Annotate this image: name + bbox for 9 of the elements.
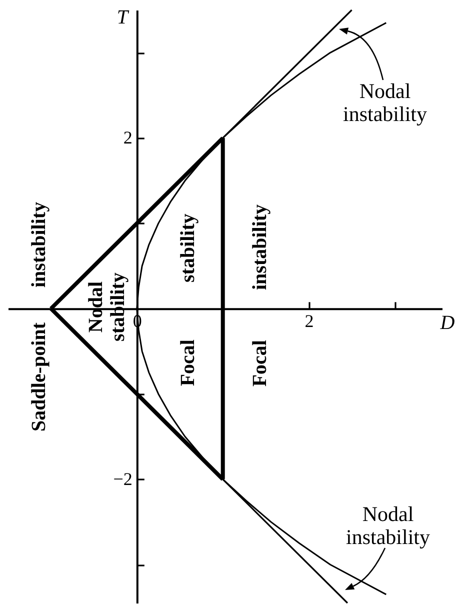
text: Focal instability bbox=[249, 204, 271, 387]
text: Focal stability bbox=[177, 214, 199, 386]
x-axis-title: D bbox=[439, 312, 455, 334]
annotation: Nodal stability bbox=[85, 272, 129, 342]
text: Saddle-point instability bbox=[28, 202, 50, 432]
y-tick-label: −2 bbox=[113, 468, 132, 489]
annotation: Nodal instability bbox=[346, 502, 430, 549]
y-axis-title: T bbox=[116, 6, 130, 28]
annotation: Nodal instability bbox=[343, 79, 428, 126]
